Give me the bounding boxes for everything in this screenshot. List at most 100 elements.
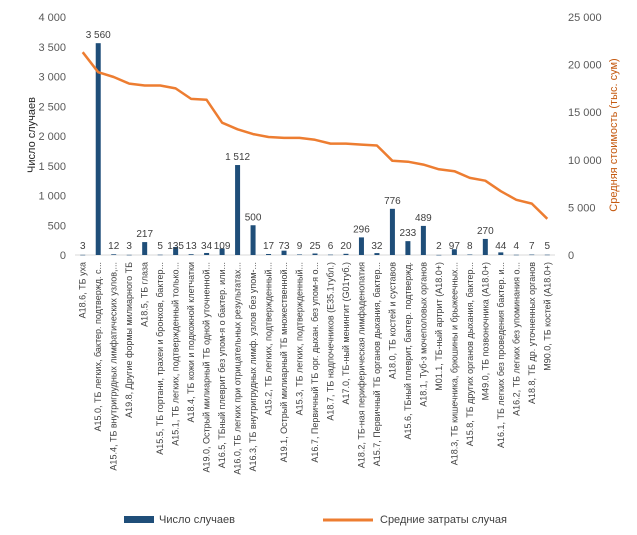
right-tick-label: 5 000 xyxy=(568,202,596,214)
bar xyxy=(281,250,287,255)
category-label: A15.8, ТБ других органов дыхания, бактер… xyxy=(465,262,475,446)
bar-value-label: 32 xyxy=(371,241,383,252)
bar xyxy=(467,254,473,256)
category-label: M90.0, ТБ костей (A18.0+) xyxy=(542,262,552,371)
category-label: A15.4, ТБ внутригрудных лимфатических уз… xyxy=(109,262,119,471)
category-label: A19.0, Острый милиарный ТБ одной уточнен… xyxy=(202,262,212,473)
left-tick-label: 4 000 xyxy=(38,12,66,24)
bar xyxy=(327,254,333,256)
right-tick-label: 25 000 xyxy=(568,12,602,24)
bar-value-label: 17 xyxy=(263,241,275,252)
left-tick-label: 1 500 xyxy=(38,161,66,173)
legend-label-cases: Число случаев xyxy=(159,514,235,526)
category-label: A18.5, ТБ глаза xyxy=(140,262,150,327)
category-label: A16.2, ТБ легких без упоминания о... xyxy=(511,262,521,416)
category-label: A16.7, Первичный ТБ орг. дыхан. без упом… xyxy=(310,262,320,463)
bar xyxy=(173,246,179,255)
bar xyxy=(188,254,194,255)
category-label: A16.3, ТБ внутригрудных лимф. узлов без … xyxy=(248,262,258,472)
bar-value-label: 3 xyxy=(80,241,86,252)
bar xyxy=(250,225,256,255)
bar-value-label: 233 xyxy=(400,228,417,239)
category-label: A18.1, Туб-з мочеполовых органов xyxy=(418,262,428,407)
bar-value-label: 217 xyxy=(136,229,153,240)
bar-value-label: 489 xyxy=(415,213,432,224)
bar xyxy=(451,249,457,255)
bar xyxy=(498,252,504,255)
bar-value-label: 2 xyxy=(436,241,442,252)
category-label: A19.1, Острый милиарный ТБ множественной… xyxy=(279,262,289,462)
bar xyxy=(80,254,86,256)
legend-label-costs: Средние затраты случая xyxy=(380,514,507,526)
left-tick-label: 1 000 xyxy=(38,191,66,203)
category-label: M49.0, ТБ позвоночника (A18.0+) xyxy=(480,262,490,400)
legend: Число случаев Средние затраты случая xyxy=(124,514,507,526)
bar-value-label: 97 xyxy=(449,241,461,252)
left-axis-ticks: 0 500 1 000 1 500 2 000 2 500 3 000 3 500 4 000 xyxy=(38,12,66,262)
left-tick-label: 3 000 xyxy=(38,72,66,84)
bar-value-label: 270 xyxy=(477,226,494,237)
category-label: A16.1, ТБ легких без проведения бактер. … xyxy=(496,262,506,448)
bar-value-label: 5 xyxy=(544,241,550,252)
right-axis-ticks: 0 5 000 10 000 15 000 20 000 25 000 xyxy=(568,12,602,262)
bar-value-label: 5 xyxy=(157,241,163,252)
bar xyxy=(142,242,148,255)
bar xyxy=(389,208,395,255)
bar xyxy=(374,253,380,255)
bar xyxy=(482,238,488,255)
left-tick-label: 3 500 xyxy=(38,42,66,54)
category-label: A15.3, ТБ легких, подтвержденный... xyxy=(295,262,305,415)
category-label: A18.6, ТБ уха xyxy=(78,262,88,318)
category-labels: A18.6, ТБ уха A15.0, ТБ легких, бактер. п… xyxy=(78,262,553,475)
bar xyxy=(111,254,117,255)
left-tick-label: 500 xyxy=(48,220,66,232)
bar xyxy=(297,254,303,255)
bar xyxy=(235,165,241,255)
bar xyxy=(126,254,132,256)
left-tick-label: 2 500 xyxy=(38,101,66,113)
left-tick-label: 2 000 xyxy=(38,131,66,143)
cost-line xyxy=(81,51,549,220)
bar-value-label: 4 xyxy=(514,241,520,252)
bar-value-label: 776 xyxy=(384,196,401,207)
category-label: A15.2, ТБ легких, подтвержденный... xyxy=(264,262,274,415)
category-label: A19.8, Другие формы милиарного ТБ xyxy=(124,262,134,418)
bar-value-label: 9 xyxy=(297,241,303,252)
bar-value-label: 1 512 xyxy=(225,152,250,163)
category-label: A15.7, Первичный ТБ органов дыхания, бак… xyxy=(372,262,382,466)
bar xyxy=(157,254,163,256)
category-label: A18.8, ТБ др. уточненных органов xyxy=(527,262,537,404)
category-label: A17.0, ТБ-ный менингит (G01туб.) xyxy=(341,262,351,404)
bar-value-label: 6 xyxy=(328,241,334,252)
bar-value-label: 34 xyxy=(201,241,213,252)
category-label: A15.0, ТБ легких, бактер. подтвержд. с..… xyxy=(93,262,103,431)
left-axis-title: Число случаев xyxy=(26,97,38,173)
category-label: A15.1, ТБ легких, подтвержденный только.… xyxy=(171,262,181,446)
category-label: A15.5, ТБ гортани, трахеи и бронхов, бак… xyxy=(155,262,165,455)
bar-value-label: 500 xyxy=(245,212,262,223)
legend-swatch-cases xyxy=(124,516,154,523)
bar-value-label: 7 xyxy=(529,241,535,252)
bar-value-label: 73 xyxy=(278,241,290,252)
right-tick-label: 15 000 xyxy=(568,107,602,119)
bar-value-label: 296 xyxy=(353,224,370,235)
bar xyxy=(436,254,442,256)
bar-value-label: 13 xyxy=(186,241,198,252)
bar-value-label: 8 xyxy=(467,241,473,252)
right-tick-label: 10 000 xyxy=(568,155,602,167)
category-label: A18.0, ТБ костей и суставов xyxy=(387,262,397,379)
bar-value-label: 3 xyxy=(126,241,132,252)
bar xyxy=(266,253,272,255)
bar-value-label: 25 xyxy=(309,241,321,252)
left-tick-label: 0 xyxy=(60,250,66,262)
bar-value-label: 20 xyxy=(340,241,352,252)
bar xyxy=(95,43,101,256)
bar xyxy=(529,254,535,256)
bar xyxy=(405,241,411,255)
bar xyxy=(312,253,318,255)
bar-value-label: 44 xyxy=(495,241,507,252)
bar xyxy=(219,248,225,255)
category-label: A18.3, ТБ кишечника, брюшины и брыжеечны… xyxy=(449,262,459,465)
bars xyxy=(80,43,550,256)
